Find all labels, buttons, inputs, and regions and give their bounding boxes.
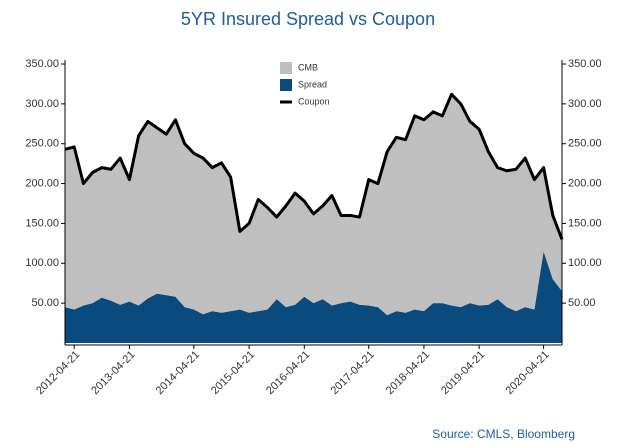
legend-label: Coupon [298, 96, 330, 106]
y-tick-label: 50.00 [31, 297, 59, 309]
y-tick-label: 300.00 [25, 98, 59, 110]
x-tick-label: 2015-04-21 [209, 349, 257, 397]
y2-tick-label: 100.00 [568, 257, 602, 269]
y2-tick-label: 250.00 [568, 138, 602, 150]
legend-swatch [280, 79, 292, 91]
x-tick-label: 2018-04-21 [384, 349, 432, 397]
line-coupon [64, 92, 564, 240]
chart-title: 5YR Insured Spread vs Coupon [181, 9, 435, 29]
y2-tick-label: 350.00 [568, 58, 602, 70]
x-tick-label: 2019-04-21 [439, 349, 487, 397]
area-cmb [65, 94, 562, 316]
source: Source: CMLS, Bloomberg [432, 427, 575, 441]
x-tick-label: 2017-04-21 [329, 349, 377, 397]
x-tick-label: 2012-04-21 [34, 349, 82, 397]
y-tick-label: 250.00 [25, 138, 59, 150]
legend-label: CMB [298, 62, 318, 72]
y2-tick-label: 50.00 [568, 297, 596, 309]
legend-label: Spread [298, 79, 327, 89]
y-tick-label: 350.00 [25, 58, 59, 70]
x-tick-label: 2013-04-21 [89, 349, 137, 397]
x-tick-label: 2014-04-21 [154, 349, 202, 397]
legend-swatch [280, 62, 292, 74]
x-tick-label: 2020-04-21 [503, 349, 551, 397]
area-spread [65, 251, 562, 343]
y2-tick-label: 300.00 [568, 98, 602, 110]
y-tick-label: 150.00 [25, 217, 59, 229]
y2-tick-label: 150.00 [568, 217, 602, 229]
y-tick-label: 200.00 [25, 177, 59, 189]
y2-tick-label: 200.00 [568, 177, 602, 189]
x-tick-label: 2016-04-21 [264, 349, 312, 397]
y-tick-label: 100.00 [25, 257, 59, 269]
